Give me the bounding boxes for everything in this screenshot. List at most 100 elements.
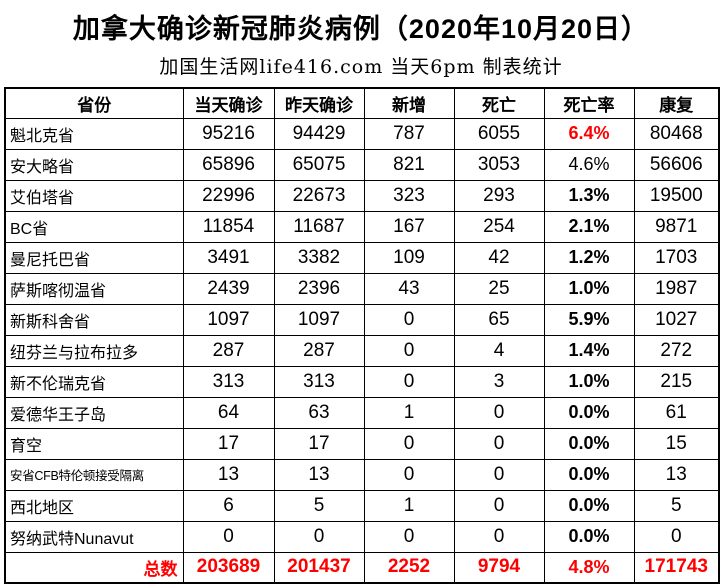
deaths: 42 <box>453 241 545 274</box>
header-new-cases: 新增 <box>363 87 455 119</box>
today-confirmed: 1097 <box>182 303 275 336</box>
today-confirmed: 0 <box>182 520 275 553</box>
table-row: 萨斯喀彻温省 2439 2396 43 25 1.0% 1987 <box>4 272 720 305</box>
new-cases: 0 <box>363 458 455 491</box>
recovered: 272 <box>633 334 720 367</box>
yesterday-confirmed: 287 <box>273 334 365 367</box>
deaths: 3053 <box>453 148 545 181</box>
table-row: 育空 17 17 0 0 0.0% 15 <box>4 427 720 460</box>
death-rate: 0.0% <box>543 396 635 429</box>
new-cases: 43 <box>363 272 455 305</box>
province-name: 萨斯喀彻温省 <box>4 272 184 305</box>
new-cases: 323 <box>363 179 455 212</box>
deaths: 65 <box>453 303 545 336</box>
header-deaths: 死亡 <box>453 87 545 119</box>
today-confirmed: 13 <box>182 458 275 491</box>
table-row: 新斯科舍省 1097 1097 0 65 5.9% 1027 <box>4 303 720 336</box>
today-confirmed: 3491 <box>182 241 275 274</box>
province-name: 曼尼托巴省 <box>4 241 184 274</box>
deaths: 0 <box>453 489 545 522</box>
deaths: 0 <box>453 520 545 553</box>
recovered: 1987 <box>633 272 720 305</box>
total-new-cases: 2252 <box>363 551 455 584</box>
deaths: 0 <box>453 396 545 429</box>
header-province: 省份 <box>4 87 184 119</box>
death-rate: 1.2% <box>543 241 635 274</box>
yesterday-confirmed: 17 <box>273 427 365 460</box>
new-cases: 0 <box>363 303 455 336</box>
header-row: 省份 当天确诊 昨天确诊 新增 死亡 死亡率 康复 <box>4 87 720 119</box>
table-row: 艾伯塔省 22996 22673 323 293 1.3% 19500 <box>4 179 720 212</box>
table-row: 努纳武特Nunavut 0 0 0 0 0.0% 0 <box>4 520 720 553</box>
today-confirmed: 17 <box>182 427 275 460</box>
recovered: 215 <box>633 365 720 398</box>
deaths: 0 <box>453 427 545 460</box>
recovered: 9871 <box>633 210 720 243</box>
province-name: 爱德华王子岛 <box>4 396 184 429</box>
table-row: BC省 11854 11687 167 254 2.1% 9871 <box>4 210 720 243</box>
deaths: 293 <box>453 179 545 212</box>
today-confirmed: 95216 <box>182 117 275 150</box>
yesterday-confirmed: 65075 <box>273 148 365 181</box>
table-row: 安省CFB特伦顿接受隔离 13 13 0 0 0.0% 13 <box>4 458 720 491</box>
death-rate: 0.0% <box>543 458 635 491</box>
new-cases: 0 <box>363 520 455 553</box>
new-cases: 0 <box>363 334 455 367</box>
header-recovered: 康复 <box>633 87 720 119</box>
recovered: 56606 <box>633 148 720 181</box>
death-rate: 4.6% <box>543 148 635 181</box>
death-rate: 1.0% <box>543 365 635 398</box>
new-cases: 1 <box>363 396 455 429</box>
deaths: 3 <box>453 365 545 398</box>
recovered: 1703 <box>633 241 720 274</box>
death-rate: 1.0% <box>543 272 635 305</box>
page-subtitle: 加国生活网life416.com 当天6pm 制表统计 <box>159 56 563 78</box>
today-confirmed: 313 <box>182 365 275 398</box>
province-name: 安省CFB特伦顿接受隔离 <box>4 458 184 491</box>
yesterday-confirmed: 13 <box>273 458 365 491</box>
today-confirmed: 11854 <box>182 210 275 243</box>
death-rate: 0.0% <box>543 520 635 553</box>
province-name: 新不伦瑞克省 <box>4 365 184 398</box>
province-name: 西北地区 <box>4 489 184 522</box>
yesterday-confirmed: 5 <box>273 489 365 522</box>
recovered: 19500 <box>633 179 720 212</box>
new-cases: 821 <box>363 148 455 181</box>
table-row: 西北地区 6 5 1 0 0.0% 5 <box>4 489 720 522</box>
death-rate: 1.3% <box>543 179 635 212</box>
province-name: 努纳武特Nunavut <box>4 520 184 553</box>
total-today-confirmed: 203689 <box>182 551 275 584</box>
total-label: 总数 <box>4 551 184 584</box>
header-death-rate: 死亡率 <box>543 87 635 119</box>
province-name: 纽芬兰与拉布拉多 <box>4 334 184 367</box>
deaths: 6055 <box>453 117 545 150</box>
deaths: 254 <box>453 210 545 243</box>
table-row: 新不伦瑞克省 313 313 0 3 1.0% 215 <box>4 365 720 398</box>
yesterday-confirmed: 2396 <box>273 272 365 305</box>
table-row: 纽芬兰与拉布拉多 287 287 0 4 1.4% 272 <box>4 334 720 367</box>
table-row: 爱德华王子岛 64 63 1 0 0.0% 61 <box>4 396 720 429</box>
recovered: 80468 <box>633 117 720 150</box>
yesterday-confirmed: 94429 <box>273 117 365 150</box>
recovered: 15 <box>633 427 720 460</box>
today-confirmed: 287 <box>182 334 275 367</box>
deaths: 4 <box>453 334 545 367</box>
yesterday-confirmed: 11687 <box>273 210 365 243</box>
death-rate: 0.0% <box>543 489 635 522</box>
deaths: 25 <box>453 272 545 305</box>
yesterday-confirmed: 0 <box>273 520 365 553</box>
yesterday-confirmed: 313 <box>273 365 365 398</box>
today-confirmed: 2439 <box>182 272 275 305</box>
header-today-confirmed: 当天确诊 <box>182 87 275 119</box>
total-death-rate: 4.8% <box>543 551 635 584</box>
table-row: 曼尼托巴省 3491 3382 109 42 1.2% 1703 <box>4 241 720 274</box>
province-name: 育空 <box>4 427 184 460</box>
deaths: 0 <box>453 458 545 491</box>
recovered: 5 <box>633 489 720 522</box>
yesterday-confirmed: 3382 <box>273 241 365 274</box>
covid-stats-table: 省份 当天确诊 昨天确诊 新增 死亡 死亡率 康复 魁北克省 95216 944… <box>4 87 720 584</box>
today-confirmed: 65896 <box>182 148 275 181</box>
today-confirmed: 64 <box>182 396 275 429</box>
yesterday-confirmed: 63 <box>273 396 365 429</box>
recovered: 1027 <box>633 303 720 336</box>
